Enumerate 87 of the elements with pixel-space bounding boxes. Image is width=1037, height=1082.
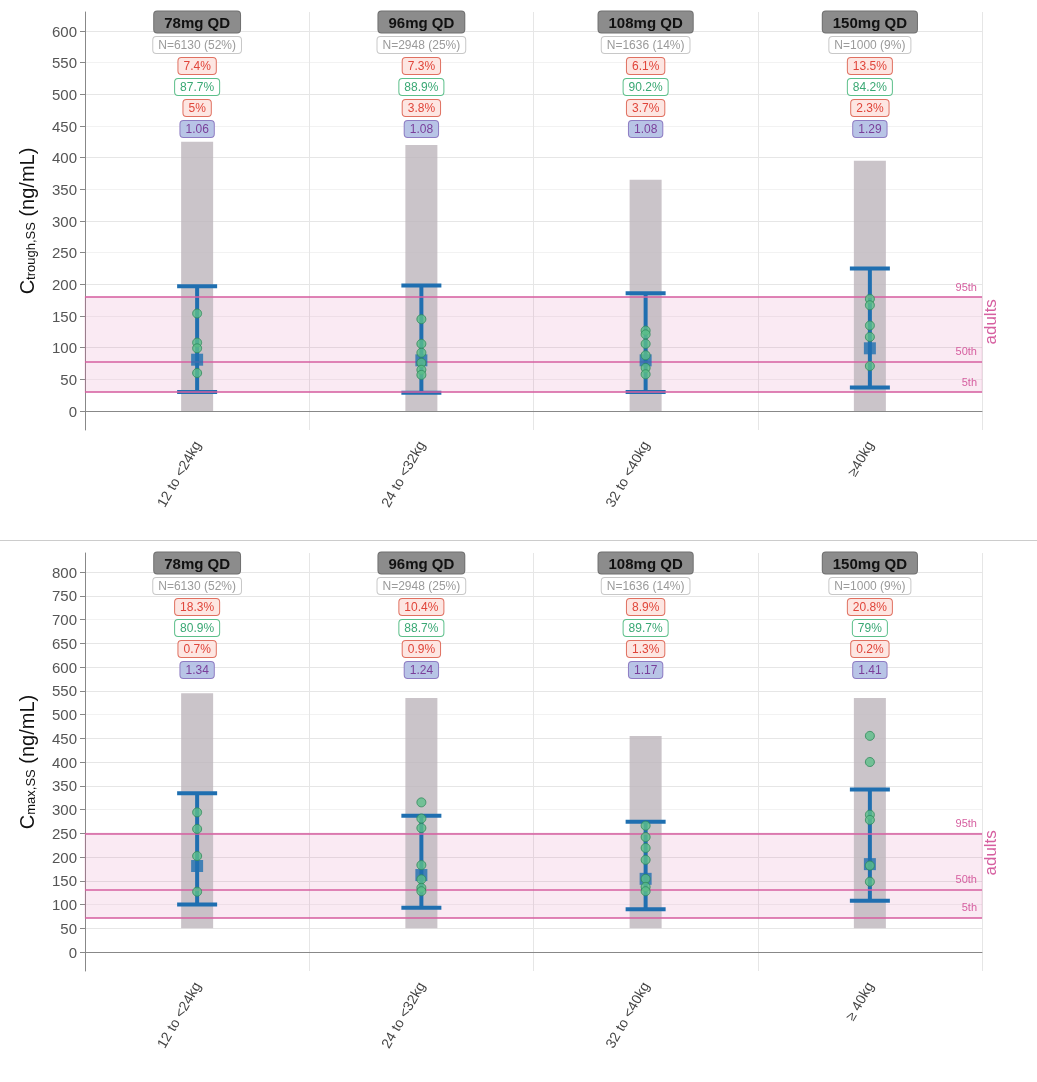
ref-line-label: 95th — [955, 816, 977, 829]
annotation: N=6130 (52%) — [158, 38, 236, 52]
annotation: 96mg QD — [388, 13, 455, 31]
y-tick-label: 600 — [51, 22, 77, 40]
annotation: 150mg QD — [832, 13, 908, 31]
annotation: 7.4% — [183, 59, 212, 73]
y-tick-label: 350 — [51, 777, 77, 795]
y-tick-label: 450 — [51, 729, 77, 747]
annotation: 0.9% — [407, 642, 436, 656]
annotation: 1.34 — [185, 663, 210, 677]
annotation: 80.9% — [180, 621, 215, 635]
y-tick-label: 150 — [51, 872, 77, 890]
y-tick-label: 50 — [60, 370, 77, 388]
annotation: 1.06 — [185, 122, 210, 136]
annotation: N=2948 (25%) — [382, 579, 461, 593]
annotation: 1.08 — [409, 122, 434, 136]
annotation: 10.4% — [404, 600, 439, 614]
annotation: 84.2% — [852, 80, 888, 94]
annotation: 0.7% — [183, 642, 212, 656]
annotation: 78mg QD — [164, 554, 231, 572]
y-tick-label: 750 — [51, 587, 77, 605]
band-label: adults — [981, 299, 1001, 345]
annotation: 87.7% — [180, 80, 215, 94]
y-tick-label: 800 — [51, 563, 77, 581]
annotation: 88.7% — [404, 621, 439, 635]
annotation: 108mg QD — [608, 554, 683, 572]
annotation: 20.8% — [852, 600, 888, 614]
annotation: 78mg QD — [164, 13, 231, 31]
annotation: N=1636 (14%) — [606, 38, 685, 52]
annotation: 79% — [857, 621, 883, 635]
annotation: 8.9% — [631, 600, 660, 614]
y-tick-label: 400 — [51, 149, 77, 167]
annotation: 89.7% — [628, 621, 663, 635]
y-tick-label: 200 — [51, 275, 77, 293]
y-tick-label: 300 — [51, 801, 77, 818]
y-tick-label: 600 — [51, 658, 77, 676]
y-tick-label: 650 — [51, 634, 77, 652]
annotation: 2.3% — [856, 101, 884, 115]
y-tick-label: 500 — [51, 85, 77, 103]
annotation: N=6130 (52%) — [158, 579, 236, 593]
band-label: adults — [981, 830, 1001, 876]
annotation: 1.24 — [409, 663, 434, 677]
annotation: N=1000 (9%) — [834, 38, 906, 52]
annotation: 5% — [188, 101, 207, 115]
annotation: 3.7% — [631, 101, 660, 115]
annotation: N=2948 (25%) — [382, 38, 461, 52]
y-tick-label: 0 — [68, 943, 77, 961]
ref-line-label: 50th — [955, 345, 977, 358]
y-tick-label: 500 — [51, 706, 77, 723]
y-tick-label: 450 — [51, 117, 77, 135]
y-tick-label: 50 — [60, 919, 77, 937]
annotation: N=1636 (14%) — [606, 579, 685, 593]
annotation: 108mg QD — [608, 13, 683, 31]
y-tick-label: 550 — [51, 682, 77, 700]
annotation: 1.3% — [631, 642, 660, 656]
y-tick-label: 250 — [51, 244, 77, 262]
ref-line-label: 5th — [961, 375, 977, 388]
y-tick-label: 0 — [68, 402, 77, 420]
annotation: 1.29 — [858, 122, 882, 136]
y-tick-label: 700 — [51, 611, 77, 628]
y-tick-label: 300 — [51, 212, 77, 230]
annotation: 13.5% — [852, 59, 888, 73]
annotation: 0.2% — [856, 642, 884, 656]
annotation: 96mg QD — [388, 554, 455, 572]
annotation: 88.9% — [404, 80, 439, 94]
y-tick-label: 550 — [51, 54, 77, 72]
annotation: 1.41 — [858, 663, 882, 677]
y-tick-label: 250 — [51, 824, 77, 842]
annotation: 1.08 — [633, 122, 658, 136]
annotation: N=1000 (9%) — [834, 579, 906, 593]
y-axis-title: Cmax,SS (ng/mL) — [16, 694, 38, 830]
y-tick-label: 350 — [51, 180, 77, 198]
y-tick-label: 400 — [51, 753, 77, 771]
y-tick-label: 100 — [51, 339, 77, 357]
annotation: 90.2% — [628, 80, 663, 94]
annotation: 3.8% — [407, 101, 436, 115]
annotation: 7.3% — [407, 59, 436, 73]
ref-line-label: 50th — [955, 872, 977, 885]
y-tick-label: 100 — [51, 896, 77, 913]
annotation: 150mg QD — [832, 554, 908, 572]
y-tick-label: 150 — [51, 307, 77, 325]
y-tick-label: 200 — [51, 848, 77, 866]
annotation: 1.17 — [633, 663, 658, 677]
ref-line-label: 5th — [961, 901, 977, 914]
annotation: 18.3% — [180, 600, 215, 614]
annotation: 6.1% — [631, 59, 660, 73]
ref-line-label: 95th — [955, 280, 977, 293]
